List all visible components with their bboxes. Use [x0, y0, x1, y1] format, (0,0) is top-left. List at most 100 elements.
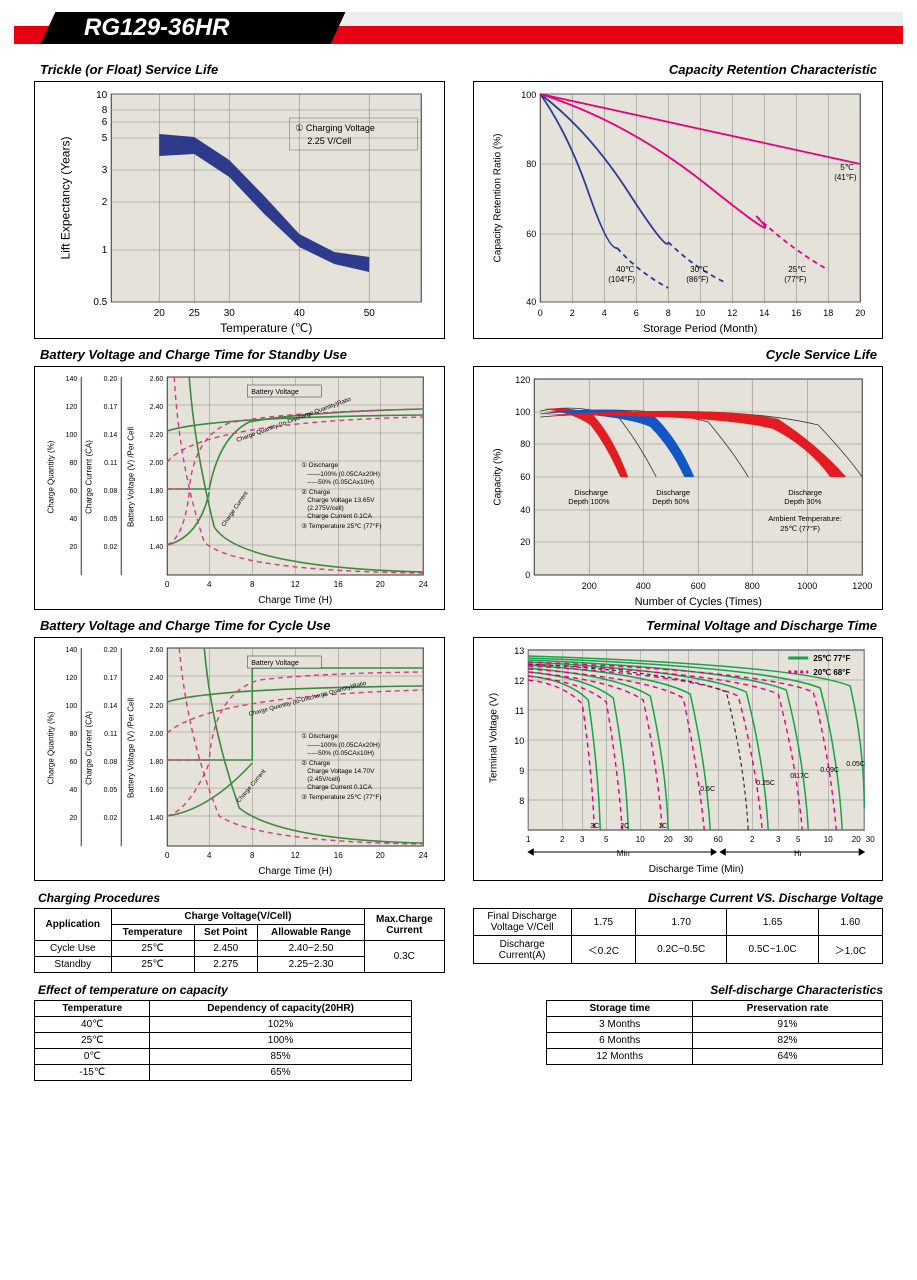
svg-text:100: 100 — [66, 703, 78, 710]
svg-text:80: 80 — [69, 731, 77, 738]
svg-text:① Discharge: ① Discharge — [301, 461, 338, 469]
svg-text:12: 12 — [291, 851, 300, 860]
svg-text:2.00: 2.00 — [150, 731, 164, 738]
svg-text:Ambient Temperature:: Ambient Temperature: — [768, 514, 842, 523]
chart-cyclelife: DischargeDepth 100% DischargeDepth 50% D… — [473, 366, 884, 610]
svg-text:Discharge Time (Min): Discharge Time (Min) — [648, 864, 743, 875]
svg-text:5℃: 5℃ — [840, 163, 853, 172]
svg-text:(2.275V/cell): (2.275V/cell) — [307, 505, 344, 512]
svg-text:60: 60 — [526, 229, 536, 239]
svg-text:9: 9 — [519, 766, 524, 776]
svg-text:30: 30 — [224, 308, 236, 319]
svg-text:25℃ 77°F: 25℃ 77°F — [813, 654, 850, 663]
svg-text:30: 30 — [683, 835, 692, 844]
svg-text:600: 600 — [690, 581, 705, 591]
svg-text:120: 120 — [515, 375, 530, 385]
svg-text:20: 20 — [663, 835, 672, 844]
table-temp-cap: TemperatureDependency of capacity(20HR) … — [34, 1000, 412, 1081]
svg-text:20: 20 — [376, 580, 385, 589]
title-discharge-vs: Discharge Current VS. Discharge Voltage — [477, 891, 884, 905]
svg-text:14: 14 — [759, 308, 769, 318]
svg-text:0.11: 0.11 — [104, 731, 117, 738]
svg-text:10: 10 — [514, 736, 524, 746]
table-discharge-vs: Final Discharge Voltage V/Cell 1.75 1.70… — [473, 908, 884, 964]
chart-title-cycleuse: Battery Voltage and Charge Time for Cycl… — [40, 618, 445, 633]
svg-text:800: 800 — [744, 581, 759, 591]
svg-text:0: 0 — [525, 570, 530, 580]
svg-text:2.60: 2.60 — [150, 647, 164, 654]
svg-text:8: 8 — [250, 580, 255, 589]
svg-text:2.40: 2.40 — [150, 675, 164, 682]
svg-text:24: 24 — [419, 851, 428, 860]
chart-title-standby: Battery Voltage and Charge Time for Stan… — [40, 347, 445, 362]
svg-text:40: 40 — [526, 297, 536, 307]
th-ar: Allowable Range — [257, 925, 364, 941]
svg-text:20: 20 — [376, 851, 385, 860]
svg-text:Discharge: Discharge — [656, 488, 690, 497]
chart-title-cyclelife: Cycle Service Life — [479, 347, 878, 362]
table-row: Cycle Use 25℃ 2.450 2.40~2.50 0.3C — [35, 941, 445, 957]
svg-text:4: 4 — [207, 851, 212, 860]
svg-text:Charge Quantity (%): Charge Quantity (%) — [46, 711, 55, 784]
svg-text:① Discharge: ① Discharge — [301, 732, 338, 740]
svg-text:Discharge: Discharge — [788, 488, 822, 497]
svg-text:40: 40 — [69, 787, 77, 794]
svg-text:0.02: 0.02 — [104, 544, 118, 551]
svg-text:25℃: 25℃ — [788, 265, 806, 274]
svg-text:2.00: 2.00 — [150, 460, 164, 467]
title-self-discharge: Self-discharge Characteristics — [477, 983, 884, 997]
svg-text:80: 80 — [520, 439, 530, 449]
th-sp: Set Point — [194, 925, 257, 941]
svg-text:1.80: 1.80 — [150, 759, 164, 766]
svg-text:1.60: 1.60 — [150, 516, 164, 523]
svg-text:10: 10 — [823, 835, 832, 844]
svg-text:10: 10 — [695, 308, 705, 318]
svg-text:0.5: 0.5 — [93, 297, 107, 308]
svg-text:Battery Voltage: Battery Voltage — [251, 389, 299, 396]
chart-title-trickle: Trickle (or Float) Service Life — [40, 62, 445, 77]
svg-text:Charge Current 0.1CA: Charge Current 0.1CA — [307, 784, 372, 791]
chart-title-terminal: Terminal Voltage and Discharge Time — [479, 618, 878, 633]
svg-text:20℃ 68°F: 20℃ 68°F — [813, 668, 850, 677]
svg-text:0.17C: 0.17C — [790, 773, 809, 780]
svg-text:30℃: 30℃ — [690, 265, 708, 274]
svg-text:40: 40 — [294, 308, 306, 319]
svg-text:0.05: 0.05 — [104, 516, 118, 523]
svg-text:Depth 50%: Depth 50% — [652, 497, 689, 506]
svg-text:120: 120 — [66, 404, 78, 411]
svg-text:(86°F): (86°F) — [686, 275, 709, 284]
svg-text:2: 2 — [560, 835, 565, 844]
svg-text:2.20: 2.20 — [150, 432, 164, 439]
svg-text:-----50% (0.05CAx10H): -----50% (0.05CAx10H) — [307, 750, 374, 757]
svg-text:Depth 100%: Depth 100% — [568, 497, 610, 506]
svg-text:0.11: 0.11 — [104, 460, 117, 467]
svg-text:3C: 3C — [590, 823, 599, 830]
svg-text:-----50% (0.05CAx10H): -----50% (0.05CAx10H) — [307, 479, 374, 486]
svg-text:Number of Cycles (Times): Number of Cycles (Times) — [634, 596, 761, 608]
svg-text:Charge Time (H): Charge Time (H) — [258, 595, 332, 606]
svg-text:0.20: 0.20 — [104, 376, 118, 383]
svg-text:0.08: 0.08 — [104, 759, 118, 766]
th-max: Max.Charge Current — [365, 909, 444, 941]
svg-text:140: 140 — [66, 647, 78, 654]
svg-text:60: 60 — [69, 488, 77, 495]
svg-text:11: 11 — [514, 706, 523, 716]
svg-text:16: 16 — [791, 308, 801, 318]
svg-text:1.60: 1.60 — [150, 787, 164, 794]
svg-text:——100% (0.05CAx20H): ——100% (0.05CAx20H) — [307, 471, 380, 478]
svg-text:Charge Time (H): Charge Time (H) — [258, 866, 332, 877]
svg-text:40: 40 — [520, 505, 530, 515]
svg-text:Battery Voltage: Battery Voltage — [251, 660, 299, 667]
svg-text:6: 6 — [633, 308, 638, 318]
svg-text:18: 18 — [823, 308, 833, 318]
svg-text:2.20: 2.20 — [150, 703, 164, 710]
svg-text:200: 200 — [581, 581, 596, 591]
svg-text:6: 6 — [102, 117, 108, 128]
svg-text:Charge Voltage 13.65V: Charge Voltage 13.65V — [307, 497, 375, 504]
svg-text:5: 5 — [604, 835, 609, 844]
svg-text:0.25C: 0.25C — [756, 780, 775, 787]
svg-text:80: 80 — [526, 159, 536, 169]
svg-text:2: 2 — [102, 197, 108, 208]
table-self-discharge: Storage timePreservation rate 3 Months91… — [546, 1000, 883, 1065]
svg-text:② Charge: ② Charge — [301, 759, 330, 767]
